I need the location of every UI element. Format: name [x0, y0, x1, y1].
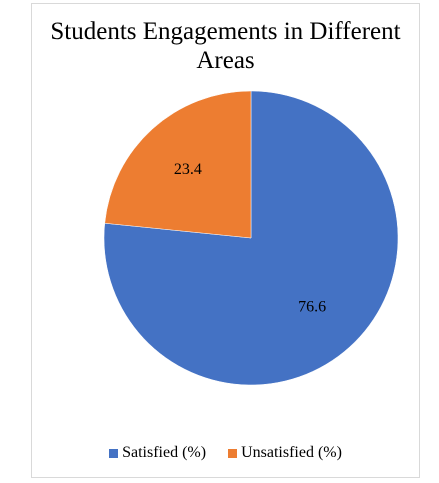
legend-label-unsatisfied: Unsatisfied (%): [241, 444, 342, 461]
chart-title: Students Engagements in Different Areas: [50, 18, 401, 74]
legend: Satisfied (%) Unsatisfied (%): [32, 444, 419, 462]
data-label-unsatisfied: 23.4: [174, 161, 202, 178]
legend-swatch-unsatisfied: [228, 448, 238, 458]
data-label-satisfied: 76.6: [298, 299, 326, 316]
legend-swatch-satisfied: [109, 448, 119, 458]
legend-label-satisfied: Satisfied (%): [122, 444, 207, 461]
pie-chart: 76.6 23.4: [103, 90, 399, 386]
pie-slice-unsatisfied: [104, 90, 252, 239]
legend-item-satisfied: Satisfied (%): [109, 444, 206, 462]
legend-item-unsatisfied: Unsatisfied (%): [228, 444, 342, 462]
chart-area: Students Engagements in Different Areas …: [31, 3, 420, 478]
